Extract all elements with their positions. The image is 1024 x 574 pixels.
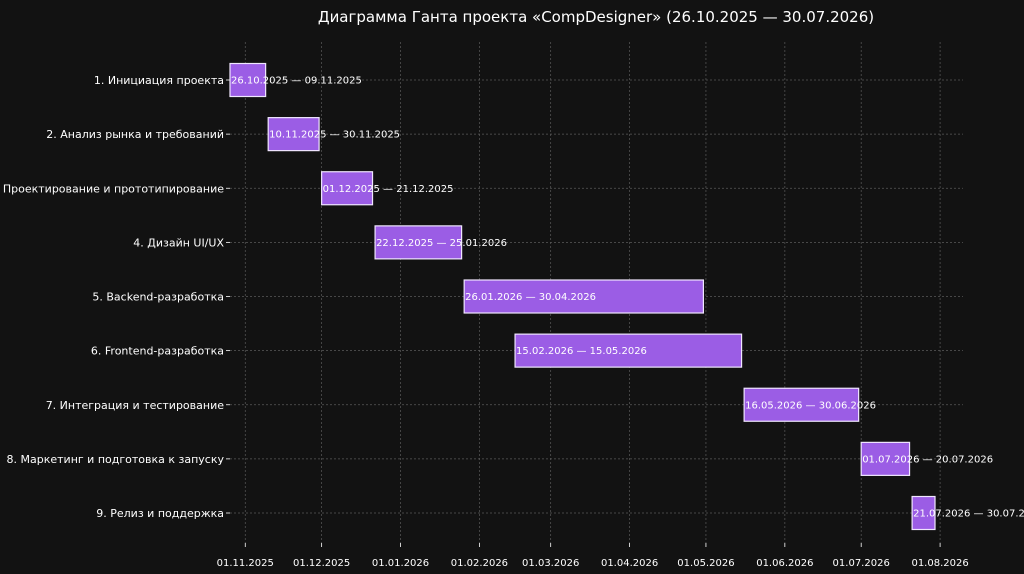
bars-layer: 26.10.2025 — 09.11.2025 10.11.2025 — 30.1… xyxy=(229,62,1024,531)
gantt-bar xyxy=(514,333,743,368)
x-tick-label: 01.08.2026 xyxy=(911,558,968,569)
task-name-label: 9. Релиз и поддержка xyxy=(96,507,224,520)
x-tick-label: 01.01.2026 xyxy=(372,558,429,569)
bar-date-label: 10.11.2025 — 30.11.2025 xyxy=(269,130,400,141)
gantt-bar xyxy=(743,387,860,422)
gantt-bar xyxy=(860,441,911,476)
x-tick-label: 01.02.2026 xyxy=(451,558,508,569)
gantt-bar xyxy=(374,225,463,260)
gantt-bar xyxy=(229,62,267,98)
x-tick-label: 01.12.2025 xyxy=(293,558,350,569)
x-tick-label: 01.04.2026 xyxy=(601,558,658,569)
grid-layer xyxy=(230,42,963,543)
x-tick-label: 01.03.2026 xyxy=(522,558,579,569)
bar-date-label: 26.01.2026 — 30.04.2026 xyxy=(465,292,596,303)
task-name-label: 7. Интеграция и тестирование xyxy=(46,399,225,412)
task-name-label: 4. Дизайн UI/UX xyxy=(133,236,224,249)
task-name-label: 3. Проектирование и прототипирование xyxy=(0,182,224,195)
bar-date-label: 01.12.2025 — 21.12.2025 xyxy=(323,184,454,195)
gantt-bar xyxy=(267,117,320,152)
x-tick-label: 01.11.2025 xyxy=(217,558,274,569)
bar-date-label: 22.12.2025 — 25.01.2026 xyxy=(376,238,507,249)
gantt-bar xyxy=(321,171,374,206)
task-name-label: 5. Backend-разработка xyxy=(92,291,224,304)
bar-date-label: 01.07.2026 — 20.07.2026 xyxy=(862,454,993,465)
task-name-label: 2. Анализ рынка и требований xyxy=(46,128,224,141)
gantt-bar xyxy=(911,495,936,531)
bar-date-label: 15.02.2026 — 15.05.2026 xyxy=(516,346,647,357)
task-name-label: 1. Инициация проекта xyxy=(94,74,224,87)
bar-date-label: 21.07.2026 — 30.07.2026 xyxy=(913,509,1024,520)
x-tick-label: 01.06.2026 xyxy=(756,558,813,569)
bar-date-label: 26.10.2025 — 09.11.2025 xyxy=(231,76,362,87)
y-axis-labels: 1. Инициация проекта 2. Анализ рынка и тр… xyxy=(0,74,230,520)
x-axis-ticks: 01.11.2025 01.12.2025 01.01.2026 01.02.2026… xyxy=(217,543,969,569)
task-name-label: 6. Frontend-разработка xyxy=(91,345,224,358)
gantt-bar xyxy=(463,279,704,314)
bar-date-label: 16.05.2026 — 30.06.2026 xyxy=(745,400,876,411)
x-tick-label: 01.05.2026 xyxy=(677,558,734,569)
x-tick-label: 01.07.2026 xyxy=(833,558,890,569)
task-name-label: 8. Маркетинг и подготовка к запуску xyxy=(7,453,225,466)
chart-title: Диаграмма Ганта проекта «CompDesigner» (… xyxy=(318,8,874,26)
